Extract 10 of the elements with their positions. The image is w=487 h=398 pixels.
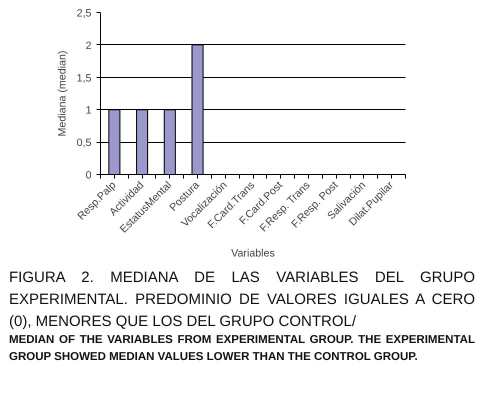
y-tick-label: 2 bbox=[86, 40, 92, 52]
text: MEDIAN OF THE VARIABLES FROM EXPERIMENTAL GROUP. THE EXPERIMENTAL GROUP SHOWED MEDIAN VALUES LOWER THAN THE CONTROL GROUP. bbox=[9, 333, 475, 365]
y-tick-label: 2,5 bbox=[76, 8, 92, 20]
y-axis-title: Mediana (median) bbox=[56, 50, 69, 136]
y-tick-label: 0 bbox=[86, 170, 92, 182]
text: FIGURA 2. MEDIANA DE LAS VARIABLES DEL GRUPO EXPERIMENTAL. PREDOMINIO DE VALORES IGUALES A CERO (0), MENORES QUE LOS DEL GRUPO CONTROL/ bbox=[9, 268, 475, 332]
y-tick-label: 1 bbox=[86, 104, 92, 117]
x-axis-title: Variables bbox=[231, 248, 275, 260]
y-tick-label: 1,5 bbox=[76, 72, 92, 84]
y-tick-label: 0,5 bbox=[76, 137, 92, 150]
